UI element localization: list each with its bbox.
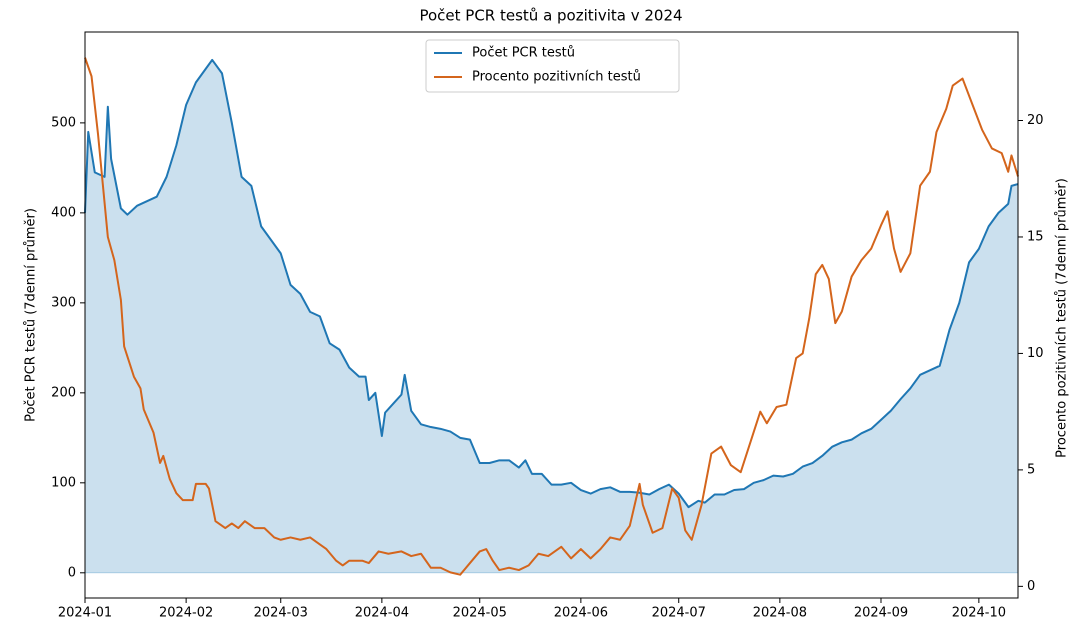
x-tick-label: 2024-08	[753, 606, 807, 621]
y-tick-label: 300	[51, 295, 76, 310]
y-tick-label: 400	[51, 205, 76, 220]
x-tick-label: 2024-06	[554, 606, 608, 621]
x-tick-label: 2024-05	[453, 606, 507, 621]
y2-axis-label: Procento pozitivních testů (7denní průmě…	[1055, 178, 1070, 458]
y-tick-label: 200	[51, 385, 76, 400]
x-tick-label: 2024-10	[952, 606, 1006, 621]
legend-label: Procento pozitivních testů	[472, 70, 641, 85]
x-tick-label: 2024-02	[159, 606, 213, 621]
x-tick-label: 2024-04	[355, 606, 409, 621]
legend: Počet PCR testů Procento pozitivních test…	[425, 39, 680, 93]
chart-title: Počet PCR testů a pozitivita v 2024	[419, 7, 682, 25]
area	[85, 59, 1018, 573]
y2-tick-label: 10	[1027, 346, 1044, 361]
plot-frame	[84, 31, 1019, 599]
line	[84, 57, 1019, 576]
y-tick-label: 100	[51, 475, 76, 490]
y2-tick-label: 0	[1027, 579, 1035, 594]
y2-tick-label: 15	[1027, 229, 1044, 244]
y2-tick-label: 5	[1027, 462, 1035, 477]
x-tick-label: 2024-09	[854, 606, 908, 621]
y-tick-label: 500	[51, 115, 76, 130]
legend-box	[425, 39, 680, 93]
line	[84, 58, 1019, 509]
y-tick-label: 0	[68, 565, 76, 580]
x-tick-label: 2024-07	[652, 606, 706, 621]
x-tick-label: 2024-03	[254, 606, 308, 621]
x-tick-label: 2024-01	[58, 606, 112, 621]
legend-label: Počet PCR testů	[472, 46, 575, 61]
y2-tick-label: 20	[1027, 113, 1044, 128]
y-axis-label: Počet PCR testů (7denní průměr)	[24, 208, 39, 422]
